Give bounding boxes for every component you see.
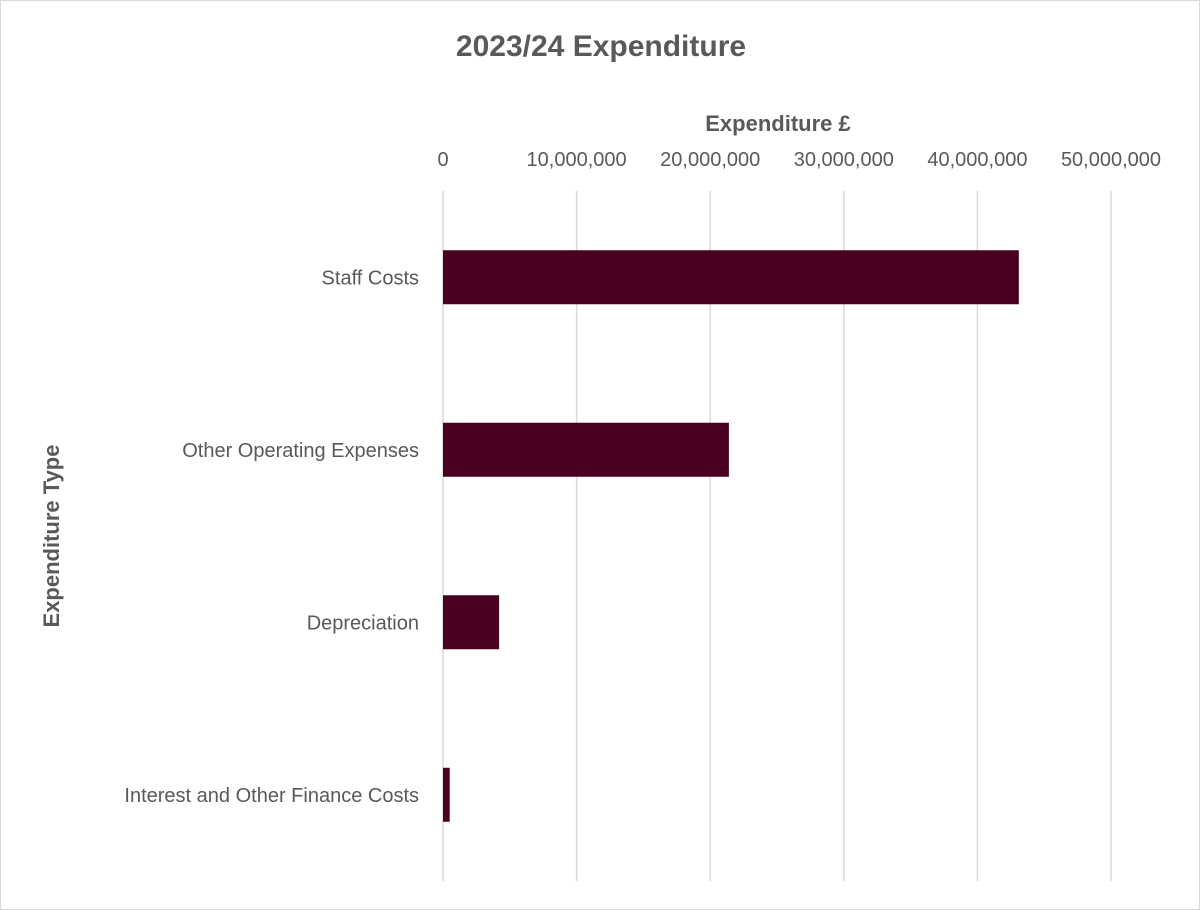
category-labels: Staff Costs Other Operating Expenses Depre… [124,267,419,807]
bar [443,767,450,822]
x-axis-ticks: 0 10,000,000 20,000,000 30,000,000 40,000,00… [437,149,1161,171]
category-label: Depreciation [307,612,419,634]
bar [443,422,729,477]
x-tick-label: 20,000,000 [660,149,760,171]
bar [443,595,500,650]
x-tick-label: 30,000,000 [794,149,894,171]
category-label: Interest and Other Finance Costs [124,785,419,807]
x-axis-title: Expenditure £ [705,111,851,136]
bar [443,250,1019,305]
chart-title: 2023/24 Expenditure [456,30,746,63]
x-tick-label: 50,000,000 [1061,149,1161,171]
x-tick-label: 40,000,000 [927,149,1027,171]
category-label: Staff Costs [322,267,419,289]
x-tick-label: 10,000,000 [527,149,627,171]
bars [443,250,1019,822]
category-label: Other Operating Expenses [182,440,419,462]
x-tick-label: 0 [437,149,448,171]
gridlines [442,191,1112,881]
y-axis-title: Expenditure Type [39,445,64,628]
